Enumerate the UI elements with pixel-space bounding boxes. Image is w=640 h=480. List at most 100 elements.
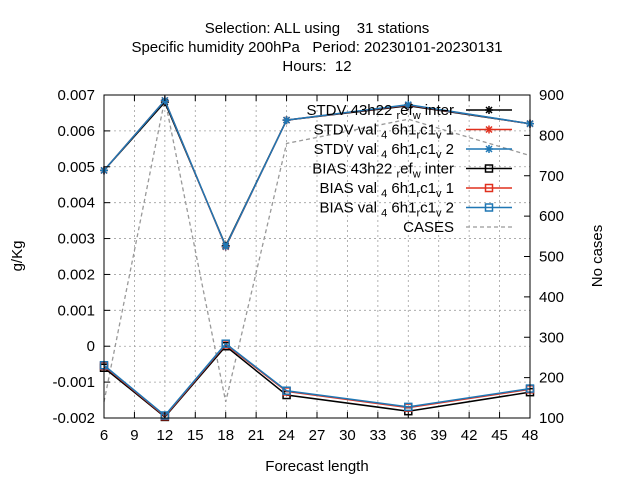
legend-entry: BIAS val 4 6h1rc1v 1 bbox=[319, 180, 512, 200]
series-line bbox=[103, 98, 531, 402]
y2-tick-label: 700 bbox=[539, 168, 564, 185]
legend-label: STDV val 4 6h1rc1v 2 bbox=[314, 141, 454, 161]
legend-label-part: 6h1 bbox=[387, 122, 416, 139]
y2-tick-label: 800 bbox=[539, 127, 564, 144]
legend-label-part: STDV 43h22 bbox=[306, 102, 396, 119]
y-tick-label: 0.001 bbox=[57, 302, 95, 319]
stdv-point bbox=[404, 100, 413, 109]
y-tick-label: 0 bbox=[87, 338, 95, 355]
x-tick-label: 21 bbox=[248, 427, 265, 444]
series-line bbox=[103, 98, 531, 249]
legend-label-subscript: 4 bbox=[381, 208, 387, 220]
x-tick-label: 45 bbox=[491, 427, 508, 444]
legend-label: BIAS val 4 6h1rc1v 2 bbox=[319, 200, 454, 220]
legend-label-subscript: v bbox=[436, 208, 442, 220]
y-tick-label: -0.001 bbox=[52, 374, 95, 391]
legend-label-part: ef bbox=[400, 161, 413, 178]
legend-label-part: 6h1 bbox=[387, 200, 416, 217]
legend-label-part: c1 bbox=[420, 180, 436, 197]
legend-label-subscript: r bbox=[416, 149, 420, 161]
legend-label-subscript: r bbox=[416, 130, 420, 142]
bias-point bbox=[282, 386, 291, 395]
legend-label-part: 6h1 bbox=[387, 180, 416, 197]
y2-tick-label: 300 bbox=[539, 329, 564, 346]
legend-label-subscript: r bbox=[397, 110, 401, 122]
legend-entry: STDV val 4 6h1rc1v 1 bbox=[314, 122, 512, 142]
x-tick-label: 36 bbox=[400, 427, 417, 444]
legend-label-subscript: w bbox=[412, 110, 421, 122]
legend-label-subscript: 4 bbox=[381, 188, 387, 200]
legend-entry: STDV val 4 6h1rc1v 2 bbox=[314, 141, 512, 161]
x-tick-label: 30 bbox=[339, 427, 356, 444]
legend-label-part: BIAS val bbox=[319, 180, 381, 197]
x-tick-label: 6 bbox=[100, 427, 108, 444]
title-line-3: Hours: 12 bbox=[282, 58, 351, 75]
y2-tick-label: 200 bbox=[539, 370, 564, 387]
stdv-point bbox=[485, 106, 493, 114]
bias-point bbox=[484, 203, 494, 212]
y-tick-label: 0.002 bbox=[57, 266, 95, 283]
grid bbox=[104, 95, 530, 418]
legend-label-subscript: r bbox=[397, 169, 401, 181]
stdv-point bbox=[282, 116, 291, 125]
x-tick-label: 18 bbox=[217, 427, 234, 444]
series-cases bbox=[103, 98, 531, 402]
legend-label: CASES bbox=[403, 219, 454, 236]
legend-entry: BIAS val 4 6h1rc1v 2 bbox=[319, 200, 512, 220]
bias-point bbox=[484, 164, 494, 173]
title-line-2: Specific humidity 200hPa Period: 2023010… bbox=[131, 39, 502, 56]
legend-label-subscript: 4 bbox=[381, 149, 387, 161]
legend-label-part: STDV val bbox=[314, 141, 382, 158]
legend-label: BIAS val 4 6h1rc1v 1 bbox=[319, 180, 454, 200]
legend-label-subscript: v bbox=[436, 149, 442, 161]
legend-label-subscript: r bbox=[416, 188, 420, 200]
legend-label: STDV 43h22 refw inter bbox=[306, 102, 454, 122]
x-tick-label: 27 bbox=[309, 427, 326, 444]
stdv-point bbox=[221, 242, 230, 251]
x-tick-label: 15 bbox=[187, 427, 204, 444]
bias-point bbox=[221, 339, 230, 348]
legend-label-part: BIAS 43h22 bbox=[312, 161, 396, 178]
x-tick-label: 24 bbox=[278, 427, 295, 444]
x-tick-label: 48 bbox=[522, 427, 539, 444]
legend-label-part: inter bbox=[421, 161, 454, 178]
y-tick-label: 0.003 bbox=[57, 231, 95, 248]
legend-label-part: BIAS val bbox=[319, 200, 381, 217]
legend-entry: CASES bbox=[403, 219, 512, 236]
y-tick-label: -0.002 bbox=[52, 410, 95, 427]
y2-axis-label: No cases bbox=[589, 225, 606, 288]
legend-label-subscript: 4 bbox=[381, 130, 387, 142]
x-tick-label: 42 bbox=[461, 427, 478, 444]
x-tick-label: 39 bbox=[430, 427, 447, 444]
legend-label: STDV val 4 6h1rc1v 1 bbox=[314, 122, 454, 142]
legend-label-part: ef bbox=[400, 102, 413, 119]
stdv-point bbox=[485, 145, 493, 153]
legend-label-subscript: w bbox=[412, 169, 421, 181]
legend-label-part: c1 bbox=[420, 122, 436, 139]
legend-label-part: 1 bbox=[441, 122, 454, 139]
x-tick-label: 9 bbox=[130, 427, 138, 444]
legend-entry: BIAS 43h22 refw inter bbox=[312, 161, 512, 181]
series-line bbox=[103, 342, 531, 417]
legend-label-part: inter bbox=[421, 102, 454, 119]
legend-label-part: STDV val bbox=[314, 122, 382, 139]
y-tick-label: 0.005 bbox=[57, 159, 95, 176]
x-tick-label: 33 bbox=[370, 427, 387, 444]
y-tick-label: 0.007 bbox=[57, 87, 95, 104]
stdv-point-stroke bbox=[222, 242, 230, 250]
legend-label-part: 6h1 bbox=[387, 141, 416, 158]
legend-label-subscript: v bbox=[436, 130, 442, 142]
legend-label-part: 2 bbox=[441, 200, 454, 217]
y2-tick-label: 100 bbox=[539, 410, 564, 427]
stdv-point-stroke bbox=[283, 116, 291, 124]
bias-point bbox=[484, 183, 494, 193]
axes: 6 9 12 15 18 21 24 27 30 33 36 39 42 45 48-0.002-0.001… bbox=[52, 87, 564, 444]
y2-tick-label: 500 bbox=[539, 249, 564, 266]
legend-label-part: c1 bbox=[420, 141, 436, 158]
y2-tick-label: 900 bbox=[539, 87, 564, 104]
title-line-1: Selection: ALL using 31 stations bbox=[205, 20, 430, 37]
series-bias bbox=[99, 339, 535, 420]
stdv-point-stroke bbox=[485, 145, 493, 153]
x-tick-label: 12 bbox=[157, 427, 174, 444]
